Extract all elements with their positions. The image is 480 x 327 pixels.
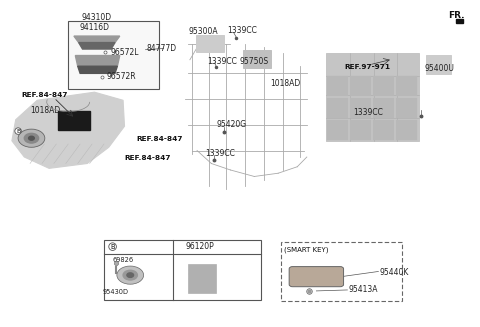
Text: FR.: FR. [448,11,464,20]
Polygon shape [456,19,463,24]
Text: 96572L: 96572L [110,48,139,57]
Text: 96120P: 96120P [185,242,214,251]
Bar [243,50,271,68]
Circle shape [127,273,133,277]
Text: REF.97-971: REF.97-971 [344,64,390,70]
Text: REF.84-847: REF.84-847 [136,136,183,142]
Text: 95400U: 95400U [425,64,455,73]
Text: 94116D: 94116D [80,23,109,32]
Circle shape [18,129,45,147]
Polygon shape [79,43,115,49]
Bar [326,53,419,141]
Text: 69826: 69826 [113,257,134,263]
Circle shape [29,136,34,140]
Bar [68,21,159,89]
Bar [426,55,451,74]
Text: 95440K: 95440K [379,267,409,277]
Text: 95300A: 95300A [189,27,218,36]
Bar [372,120,394,140]
Text: 95750S: 95750S [239,57,268,66]
Circle shape [123,270,137,280]
Text: B: B [16,129,20,133]
Text: (SMART KEY): (SMART KEY) [284,246,329,253]
FancyBboxPatch shape [289,267,344,287]
Bar [372,98,394,118]
Bar [281,242,402,301]
Bar [327,120,348,140]
Text: 84777D: 84777D [147,44,177,53]
Bar [327,98,348,118]
Text: 94310D: 94310D [82,13,112,22]
Text: 1018AD: 1018AD [270,78,300,88]
Bar [350,76,371,96]
Text: 1339CC: 1339CC [227,26,257,35]
Bar [188,264,216,293]
Bar [396,76,417,96]
Circle shape [117,266,144,284]
Bar [350,120,371,140]
Polygon shape [78,66,117,73]
Text: 1339CC: 1339CC [205,149,236,158]
Text: REF.84-847: REF.84-847 [124,155,171,161]
Bar [396,120,417,140]
Text: 1018AD: 1018AD [30,106,60,114]
Polygon shape [75,56,120,66]
Circle shape [24,133,38,143]
Text: 95430D: 95430D [103,289,129,295]
Bar [104,240,262,300]
Text: B: B [110,244,115,250]
Bar [396,98,417,118]
Text: 95420G: 95420G [216,120,246,129]
Text: 1339CC: 1339CC [353,108,383,117]
Bar [372,76,394,96]
Bar [350,98,371,118]
Text: 95413A: 95413A [348,285,378,294]
Text: 1339CC: 1339CC [207,57,238,66]
Bar [327,76,348,96]
Bar [58,111,90,130]
Text: 96572R: 96572R [107,72,136,81]
Polygon shape [12,92,124,168]
Bar [196,35,224,52]
Polygon shape [74,36,120,43]
Text: REF.84-847: REF.84-847 [22,93,68,98]
